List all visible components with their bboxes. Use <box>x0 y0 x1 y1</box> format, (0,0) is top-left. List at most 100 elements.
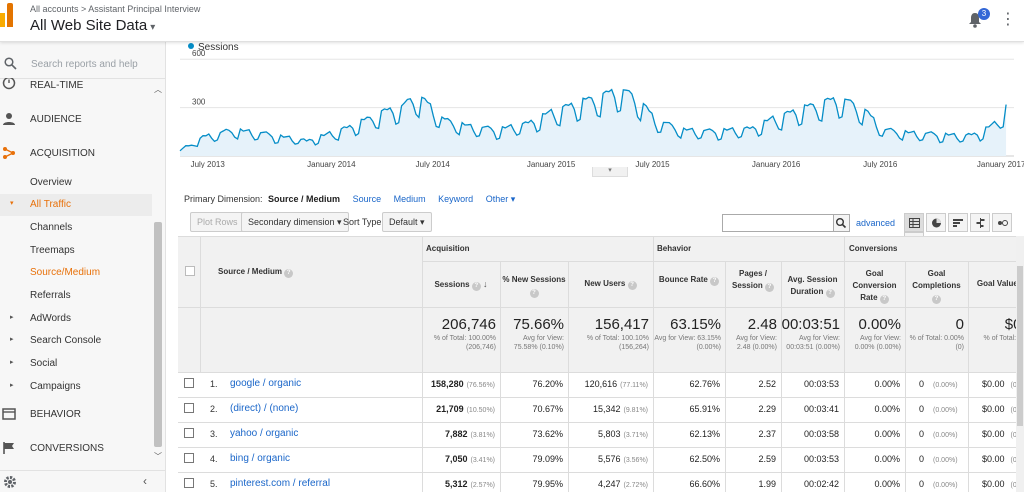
report-search[interactable]: Search reports and help <box>0 50 166 78</box>
row-checkbox[interactable] <box>184 478 194 488</box>
goal-completions-value: 0 <box>919 404 925 414</box>
column-header-new_users[interactable]: New Users ? <box>570 278 651 290</box>
help-icon[interactable]: ? <box>627 281 637 290</box>
nav-treemaps[interactable]: Treemaps <box>30 245 75 256</box>
table-border <box>844 236 845 492</box>
property-selector[interactable]: All Web Site Data ▾ <box>30 17 155 34</box>
scroll-down-icon[interactable]: ﹀ <box>154 452 162 461</box>
dimension-option-keyword[interactable]: Keyword <box>438 194 474 204</box>
cell-goal-completions: 0 (0.00%) <box>919 379 977 389</box>
term-cloud-view-icon[interactable] <box>992 213 1013 232</box>
column-header-bounce_rate[interactable]: Bounce Rate ? <box>655 274 723 286</box>
nav-realtime[interactable]: REAL-TIME <box>0 78 152 94</box>
dimension-option-medium[interactable]: Medium <box>393 194 426 204</box>
sessions-area <box>180 89 1007 156</box>
help-icon[interactable]: ? <box>284 269 294 278</box>
table-view-icon[interactable] <box>904 213 924 232</box>
nav-campaigns[interactable]: ▸ Campaigns <box>10 381 81 392</box>
primary-dimension-label: Primary Dimension: <box>184 194 263 204</box>
nav-audience[interactable]: AUDIENCE <box>0 109 152 131</box>
nav-overview[interactable]: Overview <box>30 177 72 188</box>
column-header-pages_session[interactable]: Pages / Session ? <box>727 268 779 292</box>
column-header-sessions[interactable]: Sessions ? ↓ <box>424 278 498 291</box>
scrollbar-thumb[interactable] <box>154 222 162 447</box>
goal-completions-value: 0 <box>919 479 925 489</box>
help-icon[interactable]: ? <box>825 289 835 298</box>
column-header-goal_conv[interactable]: Goal Conversion Rate ? <box>846 268 903 304</box>
help-icon[interactable]: ? <box>471 282 481 291</box>
scrollbar-thumb[interactable] <box>1017 266 1023 426</box>
help-icon[interactable]: ? <box>529 289 539 298</box>
column-header-avg_duration[interactable]: Avg. Session Duration ? <box>783 274 842 298</box>
analytics-logo[interactable] <box>0 3 14 27</box>
x-tick-label: January 2014 <box>307 160 356 168</box>
table-border <box>422 236 423 492</box>
performance-view-icon[interactable] <box>948 213 969 232</box>
nav-all-traffic[interactable]: ▾ All Traffic <box>0 194 152 216</box>
table-border <box>178 447 1024 448</box>
nav-adwords[interactable]: ▸ AdWords <box>10 313 71 324</box>
more-menu-icon[interactable]: ⋮ <box>1000 11 1016 28</box>
total-bounce_rate: 63.15% <box>670 316 721 333</box>
column-header-goal_comp[interactable]: Goal Completions ? <box>907 268 966 304</box>
sort-type-label: Sort Type: <box>343 217 384 227</box>
sort-descending-icon[interactable]: ↓ <box>483 279 488 289</box>
plot-rows-button[interactable]: Plot Rows <box>190 212 245 232</box>
sidebar-scrollbar[interactable]: ︿ ﹀ <box>152 82 164 462</box>
help-icon[interactable]: ? <box>710 277 720 286</box>
comparison-view-icon[interactable] <box>970 213 991 232</box>
nav-acquisition[interactable]: ACQUISITION <box>0 143 152 165</box>
nav-behavior[interactable]: BEHAVIOR <box>0 404 152 426</box>
column-header-new_sessions[interactable]: % New Sessions ? <box>502 274 566 298</box>
column-header-source-medium[interactable]: Source / Medium ? <box>218 266 418 278</box>
table-search-input[interactable] <box>722 214 834 232</box>
total-goal_comp: 0 <box>955 316 964 333</box>
goal-completions-percent: (0.00%) <box>933 432 958 439</box>
new-sessions-value: 79.95% <box>532 479 563 489</box>
table-border <box>568 261 569 492</box>
column-header-label: Goal Value <box>976 279 1018 288</box>
source-medium-link[interactable]: yahoo / organic <box>230 428 299 439</box>
source-medium-link[interactable]: google / organic <box>230 378 302 389</box>
nav-social[interactable]: ▸ Social <box>10 358 58 369</box>
sort-type-dropdown[interactable]: Default ▾ <box>382 212 432 232</box>
account-breadcrumb[interactable]: All accounts > Assistant Principal Inter… <box>30 4 201 14</box>
nav-channels[interactable]: Channels <box>30 222 73 233</box>
table-row[interactable] <box>178 236 1024 261</box>
secondary-dimension-dropdown[interactable]: Secondary dimension ▾ <box>241 212 349 232</box>
bounce-rate-value: 62.76% <box>689 379 720 389</box>
nav-conversions[interactable]: CONVERSIONS <box>0 438 152 460</box>
pie-view-icon[interactable] <box>926 213 947 232</box>
new-users-value: 5,576 <box>597 454 621 464</box>
search-input[interactable]: Search reports and help <box>31 59 138 70</box>
dimension-option-source[interactable]: Source <box>352 194 382 204</box>
cell-avg-duration: 00:03:53 <box>781 454 839 464</box>
advanced-filter-link[interactable]: advanced <box>856 218 896 228</box>
help-icon[interactable]: ? <box>764 283 774 292</box>
row-checkbox[interactable] <box>184 378 194 388</box>
group-behavior: Behavior <box>657 244 692 253</box>
scroll-up-icon[interactable]: ︿ <box>154 85 162 94</box>
row-checkbox[interactable] <box>184 428 194 438</box>
cell-sessions: 158,280 (76.56%) <box>422 379 495 389</box>
collapse-sidebar-icon[interactable]: ‹ <box>143 474 147 488</box>
source-medium-link[interactable]: pinterest.com / referral <box>230 478 331 489</box>
sessions-chart: 600 300 July 2013 January 2014 July 2014 Janu… <box>176 42 1024 182</box>
table-search-button[interactable] <box>834 214 850 232</box>
nav-source-medium[interactable]: Source/Medium <box>30 267 101 278</box>
sessions-percent: (2.57%) <box>470 482 495 489</box>
help-icon[interactable]: ? <box>932 295 941 304</box>
nav-referrals[interactable]: Referrals <box>30 290 71 301</box>
row-checkbox[interactable] <box>184 453 194 463</box>
row-checkbox[interactable] <box>184 403 194 413</box>
gear-icon[interactable] <box>3 475 17 489</box>
select-all-checkbox[interactable] <box>185 266 195 276</box>
nav-search-console[interactable]: ▸ Search Console <box>10 335 102 346</box>
dimension-option-other[interactable]: Other ▾ <box>485 194 516 204</box>
table-horizontal-scroll[interactable] <box>1016 236 1024 492</box>
source-medium-link[interactable]: (direct) / (none) <box>230 403 299 414</box>
help-icon[interactable]: ? <box>879 295 889 304</box>
group-acquisition: Acquisition <box>426 244 470 253</box>
chart-resize-handle[interactable]: ▾ <box>592 167 628 177</box>
source-medium-link[interactable]: bing / organic <box>230 453 291 464</box>
